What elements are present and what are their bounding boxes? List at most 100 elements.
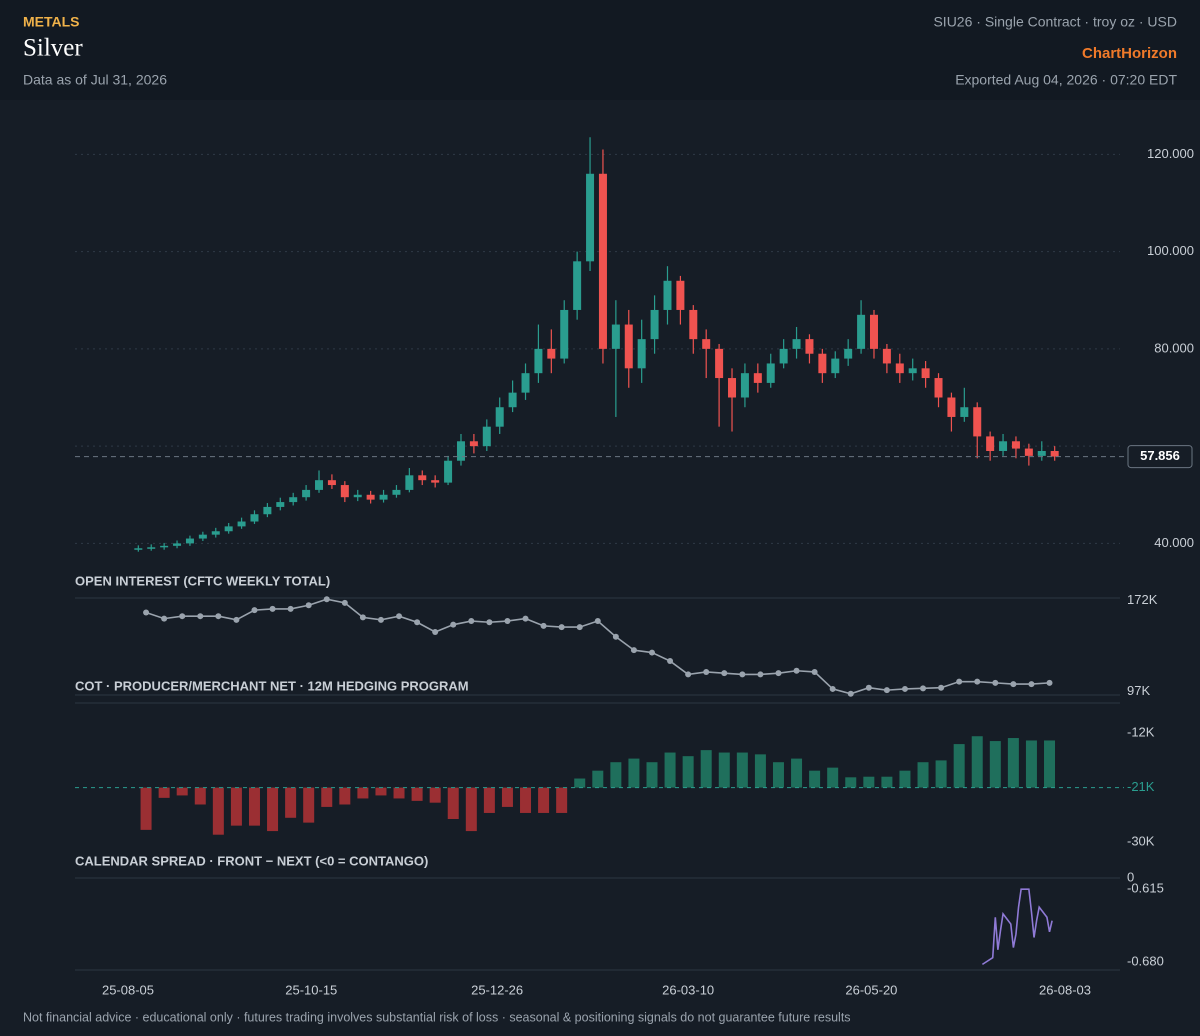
bar bbox=[953, 744, 965, 788]
bar bbox=[574, 778, 586, 788]
contract-info: SIU26 · Single Contract · troy oz · USD bbox=[933, 14, 1177, 30]
candle-body bbox=[676, 280, 685, 310]
candle-body bbox=[689, 309, 698, 340]
y-tick-label: 40.000 bbox=[1154, 535, 1194, 550]
candle-body bbox=[844, 348, 853, 359]
candle-body bbox=[650, 309, 659, 340]
candle-body bbox=[960, 407, 969, 417]
bar bbox=[194, 787, 206, 805]
y-tick-label: 100.000 bbox=[1147, 243, 1194, 258]
panel-title: CALENDAR SPREAD · FRONT − NEXT (<0 = CON… bbox=[75, 853, 428, 868]
bar bbox=[375, 787, 387, 796]
bar bbox=[321, 787, 333, 807]
candle-body bbox=[715, 348, 724, 379]
point bbox=[721, 670, 728, 677]
plot-area: 25-08-05 25-10-15 25-12-26 26-03-10 26-05-20… bbox=[75, 137, 1194, 997]
bar bbox=[736, 752, 748, 788]
candle-body bbox=[908, 368, 917, 374]
candle-body bbox=[134, 548, 143, 550]
candle-body bbox=[702, 339, 711, 349]
bar bbox=[520, 787, 532, 813]
point bbox=[956, 678, 963, 685]
category: METALS bbox=[23, 14, 80, 30]
bar bbox=[718, 752, 730, 788]
bar bbox=[538, 787, 550, 813]
candle-body bbox=[547, 348, 556, 359]
bar bbox=[411, 787, 423, 801]
candle-body bbox=[198, 534, 207, 539]
candle-body bbox=[392, 489, 401, 495]
y-tick-label: -0.615 bbox=[1127, 881, 1164, 896]
bar bbox=[429, 787, 441, 803]
bar bbox=[230, 787, 242, 826]
point bbox=[1028, 681, 1035, 688]
exported: Exported Aug 04, 2026 · 07:20 EDT bbox=[955, 72, 1177, 88]
point bbox=[739, 671, 746, 678]
point bbox=[486, 619, 493, 626]
point bbox=[396, 613, 403, 620]
bar bbox=[140, 787, 152, 830]
x-tick-label: 26-08-03 bbox=[1039, 982, 1091, 997]
candle-body bbox=[934, 378, 943, 398]
candle-body bbox=[405, 475, 414, 490]
point bbox=[938, 684, 945, 691]
point bbox=[829, 685, 836, 692]
candle-body bbox=[534, 348, 543, 374]
point bbox=[323, 596, 330, 603]
candle-body bbox=[663, 280, 672, 310]
point bbox=[901, 685, 908, 692]
corner-label: 0 bbox=[1127, 869, 1134, 884]
footer: Not financial advice · educational only … bbox=[23, 1010, 851, 1024]
bar bbox=[917, 762, 929, 788]
point bbox=[793, 667, 800, 674]
point bbox=[847, 690, 854, 697]
point bbox=[974, 678, 981, 685]
candle-body bbox=[250, 514, 259, 522]
candle-body bbox=[818, 353, 827, 374]
bar bbox=[899, 770, 911, 788]
panel-title: OPEN INTEREST (CFTC WEEKLY TOTAL) bbox=[75, 573, 330, 588]
bar bbox=[1025, 740, 1037, 788]
bar bbox=[646, 762, 658, 788]
candle-body bbox=[805, 339, 814, 354]
bar bbox=[267, 787, 279, 832]
y-tick-label: 97K bbox=[1127, 683, 1150, 698]
point bbox=[251, 607, 258, 614]
x-tick-label: 26-03-10 bbox=[662, 982, 714, 997]
candle-body bbox=[1011, 441, 1020, 449]
point bbox=[757, 671, 764, 678]
candle-body bbox=[857, 314, 866, 349]
point bbox=[667, 658, 674, 665]
candle-body bbox=[276, 502, 285, 507]
x-tick-label: 25-08-05 bbox=[102, 982, 154, 997]
panel-title: COT · PRODUCER/MERCHANT NET · 12M HEDGIN… bbox=[75, 678, 469, 693]
point bbox=[630, 647, 637, 654]
bar bbox=[682, 756, 694, 788]
candle-body bbox=[986, 436, 995, 451]
point bbox=[775, 670, 782, 677]
point bbox=[450, 621, 457, 628]
point bbox=[1046, 679, 1053, 686]
bar bbox=[248, 787, 260, 826]
bar bbox=[772, 762, 784, 788]
point bbox=[233, 616, 240, 623]
point bbox=[359, 614, 366, 621]
bar bbox=[863, 776, 875, 788]
bar bbox=[303, 787, 315, 823]
candle-body bbox=[1024, 448, 1033, 456]
bar bbox=[628, 758, 640, 788]
candle-body bbox=[999, 441, 1008, 451]
y-tick-label: -21K bbox=[1127, 779, 1155, 794]
point bbox=[992, 679, 999, 686]
candle-body bbox=[624, 324, 633, 369]
candle-body bbox=[573, 261, 582, 310]
candle-body bbox=[289, 497, 298, 503]
candle-body bbox=[173, 543, 182, 546]
candle-body bbox=[379, 494, 388, 500]
candle-body bbox=[973, 407, 982, 437]
bar bbox=[176, 787, 188, 796]
point bbox=[522, 615, 529, 622]
x-tick-label: 25-12-26 bbox=[471, 982, 523, 997]
point bbox=[179, 613, 186, 620]
